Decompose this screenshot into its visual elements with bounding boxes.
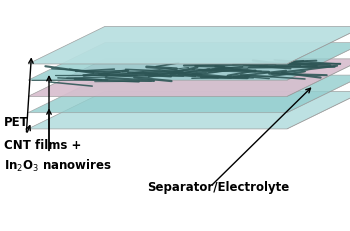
Polygon shape [28, 60, 350, 97]
Text: Separator/Electrolyte: Separator/Electrolyte [147, 180, 289, 193]
Text: In$_2$O$_3$ nanowires: In$_2$O$_3$ nanowires [4, 157, 112, 173]
Polygon shape [28, 27, 350, 65]
Polygon shape [287, 43, 350, 81]
Polygon shape [287, 60, 350, 97]
Polygon shape [287, 76, 350, 113]
Polygon shape [287, 92, 350, 129]
Polygon shape [28, 76, 350, 113]
Polygon shape [28, 43, 350, 81]
Text: PET: PET [4, 116, 28, 128]
Polygon shape [28, 92, 350, 129]
Polygon shape [287, 27, 350, 65]
Text: CNT films +: CNT films + [4, 139, 81, 152]
